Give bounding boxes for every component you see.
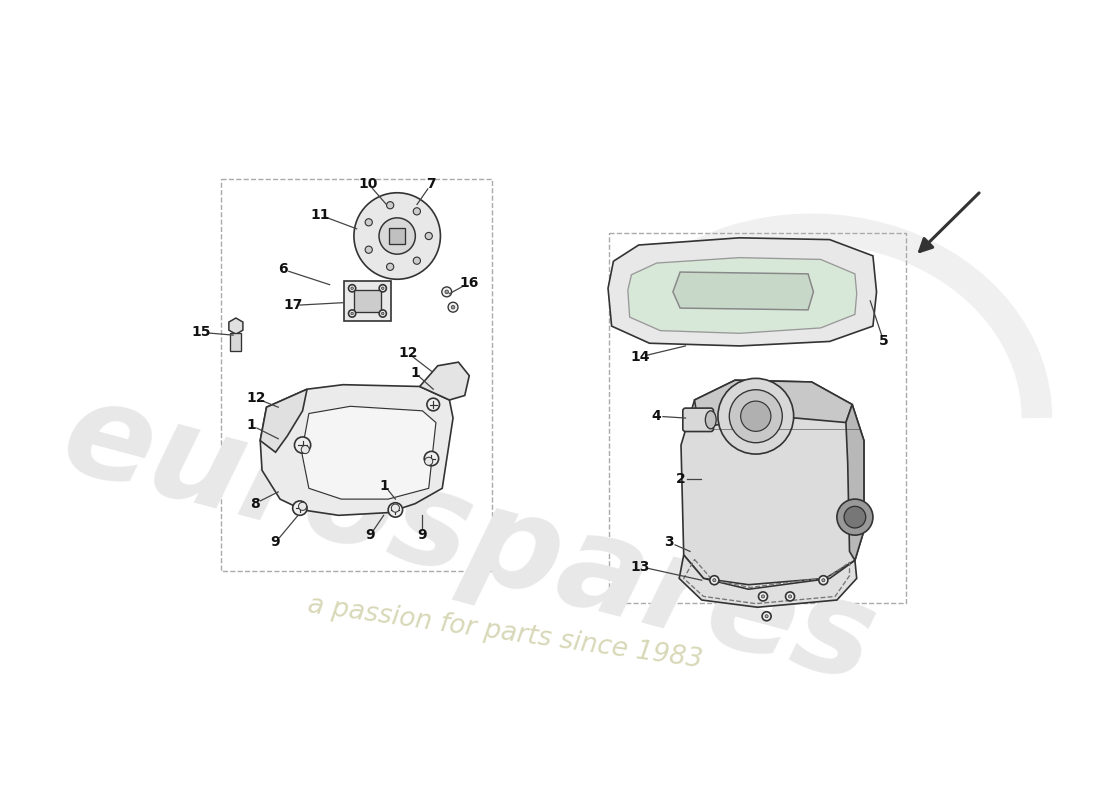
Text: 3: 3 [664, 535, 674, 550]
Text: 4: 4 [652, 410, 661, 423]
Circle shape [386, 263, 394, 270]
Circle shape [379, 218, 416, 254]
Circle shape [392, 504, 399, 512]
Polygon shape [694, 380, 852, 429]
Circle shape [382, 287, 384, 290]
Circle shape [293, 501, 307, 515]
Text: 12: 12 [398, 346, 418, 360]
Circle shape [818, 576, 828, 585]
Circle shape [822, 578, 825, 582]
Polygon shape [846, 405, 864, 560]
Text: 12: 12 [246, 391, 265, 405]
Circle shape [762, 612, 771, 621]
Circle shape [759, 592, 768, 601]
Circle shape [388, 502, 403, 517]
Circle shape [761, 595, 764, 598]
Polygon shape [261, 385, 453, 515]
Circle shape [382, 312, 384, 314]
Polygon shape [420, 362, 470, 400]
Circle shape [425, 233, 432, 240]
Text: 7: 7 [427, 177, 437, 190]
Text: 1: 1 [410, 366, 420, 380]
Circle shape [386, 202, 394, 209]
Circle shape [425, 451, 439, 466]
Polygon shape [229, 318, 243, 334]
Text: 1: 1 [379, 478, 389, 493]
Circle shape [298, 502, 307, 510]
Text: 13: 13 [630, 560, 650, 574]
Text: 14: 14 [630, 350, 650, 364]
Polygon shape [261, 389, 307, 452]
Polygon shape [301, 406, 436, 499]
Circle shape [365, 246, 372, 254]
Text: 9: 9 [271, 535, 281, 550]
Circle shape [379, 310, 386, 317]
Ellipse shape [705, 411, 716, 429]
Circle shape [414, 208, 420, 215]
Text: 15: 15 [191, 326, 211, 339]
Circle shape [354, 193, 440, 279]
FancyBboxPatch shape [231, 334, 241, 351]
Text: 9: 9 [418, 528, 427, 542]
Circle shape [442, 287, 452, 297]
FancyBboxPatch shape [354, 290, 381, 312]
Text: eurospares: eurospares [50, 370, 889, 709]
Circle shape [451, 306, 454, 309]
Text: 1: 1 [246, 418, 256, 432]
Polygon shape [681, 380, 864, 585]
Text: 5: 5 [879, 334, 889, 349]
Circle shape [740, 401, 771, 431]
Text: 11: 11 [311, 208, 330, 222]
Circle shape [301, 446, 309, 454]
Text: 10: 10 [359, 177, 378, 190]
Polygon shape [679, 555, 857, 607]
Text: a passion for parts since 1983: a passion for parts since 1983 [306, 592, 704, 673]
Circle shape [713, 578, 716, 582]
Circle shape [365, 218, 372, 226]
Circle shape [425, 458, 432, 466]
Polygon shape [608, 238, 877, 346]
Circle shape [789, 595, 792, 598]
Circle shape [295, 437, 310, 453]
Circle shape [448, 302, 458, 312]
Circle shape [764, 614, 768, 618]
Circle shape [837, 499, 873, 535]
Text: 8: 8 [250, 497, 260, 510]
Circle shape [785, 592, 794, 601]
FancyBboxPatch shape [344, 281, 390, 321]
Text: 17: 17 [284, 298, 304, 312]
Circle shape [351, 312, 353, 314]
Text: 16: 16 [460, 276, 478, 290]
Circle shape [379, 285, 386, 292]
Circle shape [351, 287, 353, 290]
Text: 2: 2 [676, 472, 686, 486]
Circle shape [349, 310, 355, 317]
Circle shape [427, 398, 440, 411]
Circle shape [710, 576, 719, 585]
Circle shape [718, 378, 793, 454]
Circle shape [844, 506, 866, 528]
Text: 9: 9 [365, 528, 375, 542]
FancyBboxPatch shape [683, 408, 714, 431]
Text: 6: 6 [278, 262, 287, 276]
FancyBboxPatch shape [389, 228, 405, 244]
Circle shape [729, 390, 782, 442]
Polygon shape [673, 272, 814, 310]
Circle shape [349, 285, 355, 292]
Polygon shape [628, 258, 857, 334]
Circle shape [444, 290, 449, 294]
Circle shape [414, 257, 420, 264]
